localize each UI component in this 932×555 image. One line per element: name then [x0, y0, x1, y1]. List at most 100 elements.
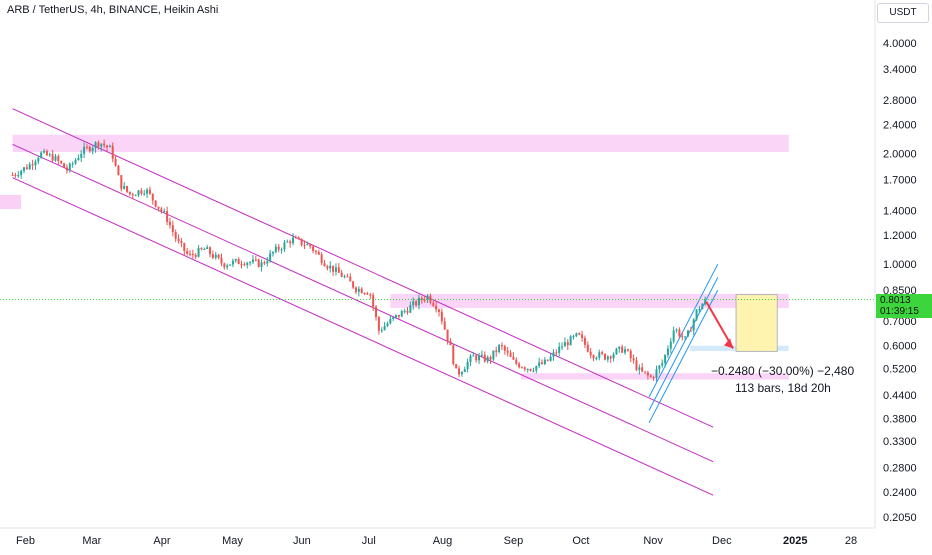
candle-down — [420, 297, 423, 300]
trendlines-layer — [12, 108, 719, 496]
candle-down — [200, 248, 203, 250]
candle-down — [354, 287, 357, 292]
candle-down — [103, 143, 106, 146]
candle-up — [229, 264, 232, 266]
candle-down — [397, 314, 400, 317]
candle-up — [469, 355, 472, 362]
candle-down — [11, 174, 14, 176]
candle-up — [561, 346, 564, 348]
candle-up — [226, 265, 229, 268]
pink-zone — [390, 293, 789, 308]
candle-up — [283, 242, 286, 250]
candle-up — [675, 329, 678, 331]
candle-down — [237, 259, 240, 265]
candle-down — [583, 338, 586, 345]
time-tick-label: Aug — [433, 535, 453, 547]
candle-up — [638, 367, 641, 370]
candle-down — [452, 345, 455, 365]
candle-down — [541, 362, 544, 364]
price-tick-label: 1.2000 — [883, 230, 917, 242]
time-tick-label: May — [222, 535, 243, 547]
candle-down — [440, 311, 443, 322]
bar-countdown: 01:39:15 — [880, 306, 919, 317]
candle-down — [188, 253, 191, 255]
candle-up — [704, 298, 707, 305]
candle-up — [575, 333, 578, 337]
candle-up — [549, 356, 552, 361]
currency-selector[interactable]: USDT — [877, 3, 929, 23]
current-price-tag: 0.8013 01:39:15 — [876, 294, 932, 318]
candle-up — [48, 154, 51, 156]
candle-down — [346, 276, 349, 278]
candle-down — [423, 299, 426, 301]
candle-down — [555, 352, 558, 354]
candle-up — [137, 190, 140, 196]
candle-down — [566, 342, 569, 346]
candle-down — [340, 272, 343, 277]
candle-down — [326, 266, 329, 269]
measure-box — [735, 294, 778, 352]
candle-up — [249, 262, 252, 264]
candle-up — [595, 357, 598, 359]
candle-up — [329, 265, 332, 269]
candle-down — [191, 253, 194, 255]
candle-up — [664, 355, 667, 364]
candle-down — [529, 368, 532, 371]
candle-down — [369, 294, 372, 296]
candle-down — [500, 344, 503, 347]
candle-up — [466, 361, 469, 369]
candle-up — [23, 167, 25, 171]
candle-down — [523, 367, 526, 370]
candle-down — [243, 264, 246, 266]
candle-down — [148, 189, 151, 194]
price-tick-label: 0.7000 — [883, 316, 917, 328]
zones-layer — [0, 134, 789, 380]
price-tick-label: 2.4000 — [883, 119, 917, 131]
candle-up — [71, 163, 74, 165]
measure-change-label: −0.2480 (−30.00%) −2,480 — [711, 364, 855, 378]
candle-down — [223, 263, 226, 268]
candle-down — [546, 359, 549, 361]
candle-up — [686, 330, 689, 337]
price-tick-label: 1.4000 — [883, 205, 917, 217]
candle-down — [629, 350, 632, 359]
candle-up — [543, 359, 546, 364]
candle-down — [360, 288, 363, 294]
candle-down — [25, 167, 28, 170]
candle-up — [80, 153, 83, 158]
candle-down — [183, 243, 186, 252]
candle-down — [174, 231, 177, 239]
candle-down — [352, 281, 355, 288]
candle-up — [40, 152, 43, 158]
candle-down — [117, 165, 120, 176]
measure-duration-label: 113 bars, 18d 20h — [735, 381, 831, 395]
candle-down — [166, 210, 169, 222]
candle-down — [320, 254, 323, 264]
candle-down — [194, 254, 197, 257]
candle-up — [538, 362, 541, 367]
candle-down — [377, 317, 380, 331]
candle-up — [280, 249, 283, 251]
candle-up — [655, 369, 658, 378]
candle-down — [432, 302, 435, 306]
candle-down — [140, 190, 143, 194]
candle-down — [131, 194, 134, 196]
ascending-channel-line — [648, 277, 719, 411]
candle-down — [120, 175, 123, 189]
candle-down — [375, 306, 378, 318]
candle-down — [366, 293, 369, 295]
candle-up — [526, 368, 529, 370]
candle-down — [644, 371, 647, 373]
candle-up — [203, 249, 206, 251]
candle-down — [154, 200, 157, 207]
candle-up — [271, 251, 274, 254]
descending-channel-line — [12, 177, 714, 496]
candle-down — [406, 310, 409, 313]
candle-up — [701, 304, 704, 310]
candle-down — [483, 354, 486, 362]
candle-down — [429, 295, 432, 303]
candle-down — [211, 254, 214, 258]
candle-up — [463, 368, 466, 373]
